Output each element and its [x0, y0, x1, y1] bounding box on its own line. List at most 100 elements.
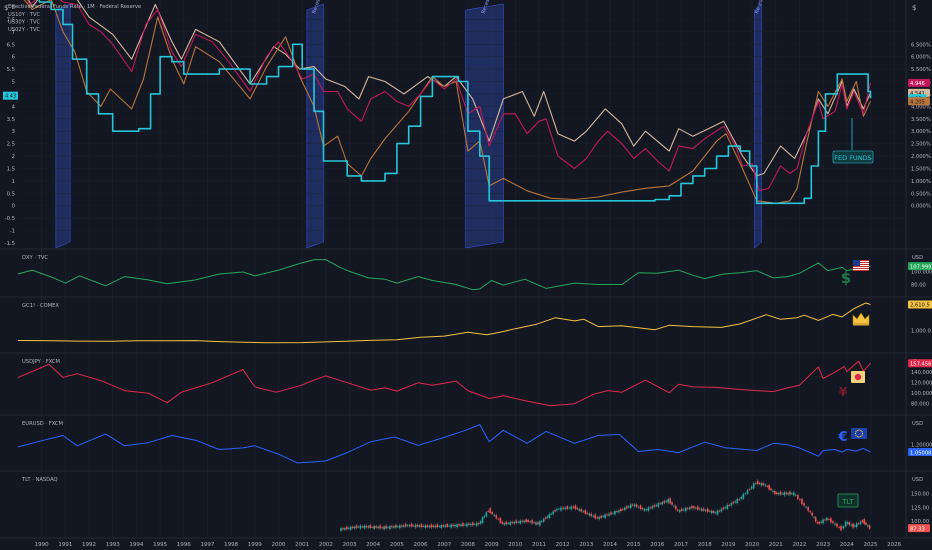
candle-body	[610, 512, 612, 515]
left-axis-marker-text: 4.43	[5, 94, 16, 100]
right-tick-label: 80.00	[911, 282, 926, 288]
candle-body	[452, 524, 454, 527]
left-tick-label: -1.5	[5, 241, 15, 247]
candle-body	[446, 524, 448, 527]
candle-body	[614, 511, 616, 515]
x-tick-label: 2012	[556, 542, 570, 548]
pane-unit: USD	[912, 421, 923, 427]
candle-body	[616, 511, 618, 512]
left-axis-marker: 4.43	[3, 91, 18, 100]
candle-body	[399, 525, 401, 529]
flag-canton	[853, 260, 860, 266]
last-price-usdjpy-text: 157.456	[910, 361, 931, 367]
candle-body	[448, 525, 450, 527]
candle-body	[422, 526, 425, 527]
candle-body	[750, 486, 753, 489]
right-tick-label: 80.000	[911, 402, 929, 408]
candle-body	[541, 521, 543, 523]
x-tick-label: 1991	[58, 542, 72, 548]
left-tick-label: 8	[12, 5, 16, 11]
candle-body	[586, 512, 589, 514]
x-tick-label: 2016	[650, 542, 664, 548]
candle-body	[764, 484, 767, 486]
candle-body	[850, 524, 853, 526]
price-label-text: 4.541	[910, 91, 925, 97]
right-tick-label: 5.500%	[911, 67, 931, 73]
candle-body	[349, 526, 352, 530]
candle-body	[497, 518, 500, 520]
candle-body	[393, 526, 395, 528]
x-tick-label: 1993	[106, 542, 120, 548]
left-tick-label: 7	[12, 30, 15, 36]
right-tick-label: 1.20000	[911, 442, 932, 448]
candle-body	[344, 527, 346, 530]
candle-body	[434, 525, 437, 528]
x-tick-label: 2010	[508, 542, 522, 548]
candle-body	[693, 506, 695, 509]
candle-body	[562, 507, 564, 509]
price-label: 4.946	[908, 78, 930, 87]
candle-body	[525, 519, 527, 523]
series-line-us30y	[27, 0, 872, 177]
candle-body	[842, 526, 845, 529]
x-tick-label: 2025	[863, 542, 877, 548]
candle-body	[521, 520, 523, 522]
candle-body	[647, 507, 650, 511]
candle-body	[779, 491, 782, 495]
last-price-gold-text: 2,610.5	[910, 303, 930, 309]
candle-body	[379, 525, 381, 529]
right-tick-label: 150.00	[911, 492, 929, 498]
x-tick-label: 1999	[248, 542, 262, 548]
candle-body	[367, 526, 370, 528]
candle-body	[544, 517, 547, 519]
pane-title: GC1! · COMEX	[22, 303, 59, 309]
candle-body	[347, 528, 350, 529]
candle-body	[746, 490, 749, 494]
series-line-us02y	[23, 0, 871, 204]
candle-body	[519, 520, 522, 524]
eu-star	[858, 436, 860, 438]
left-tick-label: -1	[10, 229, 15, 235]
candle-body	[671, 502, 673, 505]
x-tick-label: 2015	[627, 542, 641, 548]
right-tick-label: 3.500%	[911, 117, 931, 123]
candle-body	[416, 524, 419, 527]
right-tick-label: 6.000%	[911, 55, 931, 61]
last-price-eurusd: 1.05008	[908, 448, 932, 456]
right-tick-label: 2.500%	[911, 142, 931, 148]
candle-body	[787, 492, 789, 495]
left-tick-label: 3	[12, 129, 15, 135]
x-tick-label: 2017	[674, 542, 688, 548]
candle-body	[460, 524, 462, 527]
candle-body	[468, 523, 470, 525]
candle-body	[785, 492, 787, 495]
candle-body	[596, 517, 598, 519]
candle-body	[542, 518, 545, 522]
candle-body	[402, 525, 405, 527]
x-tick-label: 2022	[792, 542, 806, 548]
candle-body	[426, 525, 429, 527]
candle-body	[442, 525, 445, 527]
candle-body	[665, 500, 668, 502]
candle-body	[588, 513, 591, 516]
candle-body	[509, 521, 512, 525]
eu-star	[856, 435, 858, 438]
candle-body	[680, 508, 683, 512]
candle-body	[501, 521, 504, 524]
legend-entry: US30Y · TVC	[8, 20, 41, 26]
candle-body	[387, 527, 389, 529]
x-tick-label: 2001	[295, 542, 309, 548]
candle-body	[629, 504, 632, 509]
candle-body	[651, 506, 654, 509]
candle-body	[456, 524, 458, 528]
candle-body	[574, 505, 577, 510]
candle-body	[695, 507, 697, 509]
candle-body	[487, 510, 490, 512]
candle-body	[582, 511, 585, 513]
x-tick-label: 1992	[82, 542, 96, 548]
x-tick-label: 2019	[721, 542, 735, 548]
candle-body	[385, 525, 387, 529]
candle-body	[361, 526, 364, 528]
candle-body	[389, 525, 391, 529]
candle-body	[627, 506, 630, 508]
